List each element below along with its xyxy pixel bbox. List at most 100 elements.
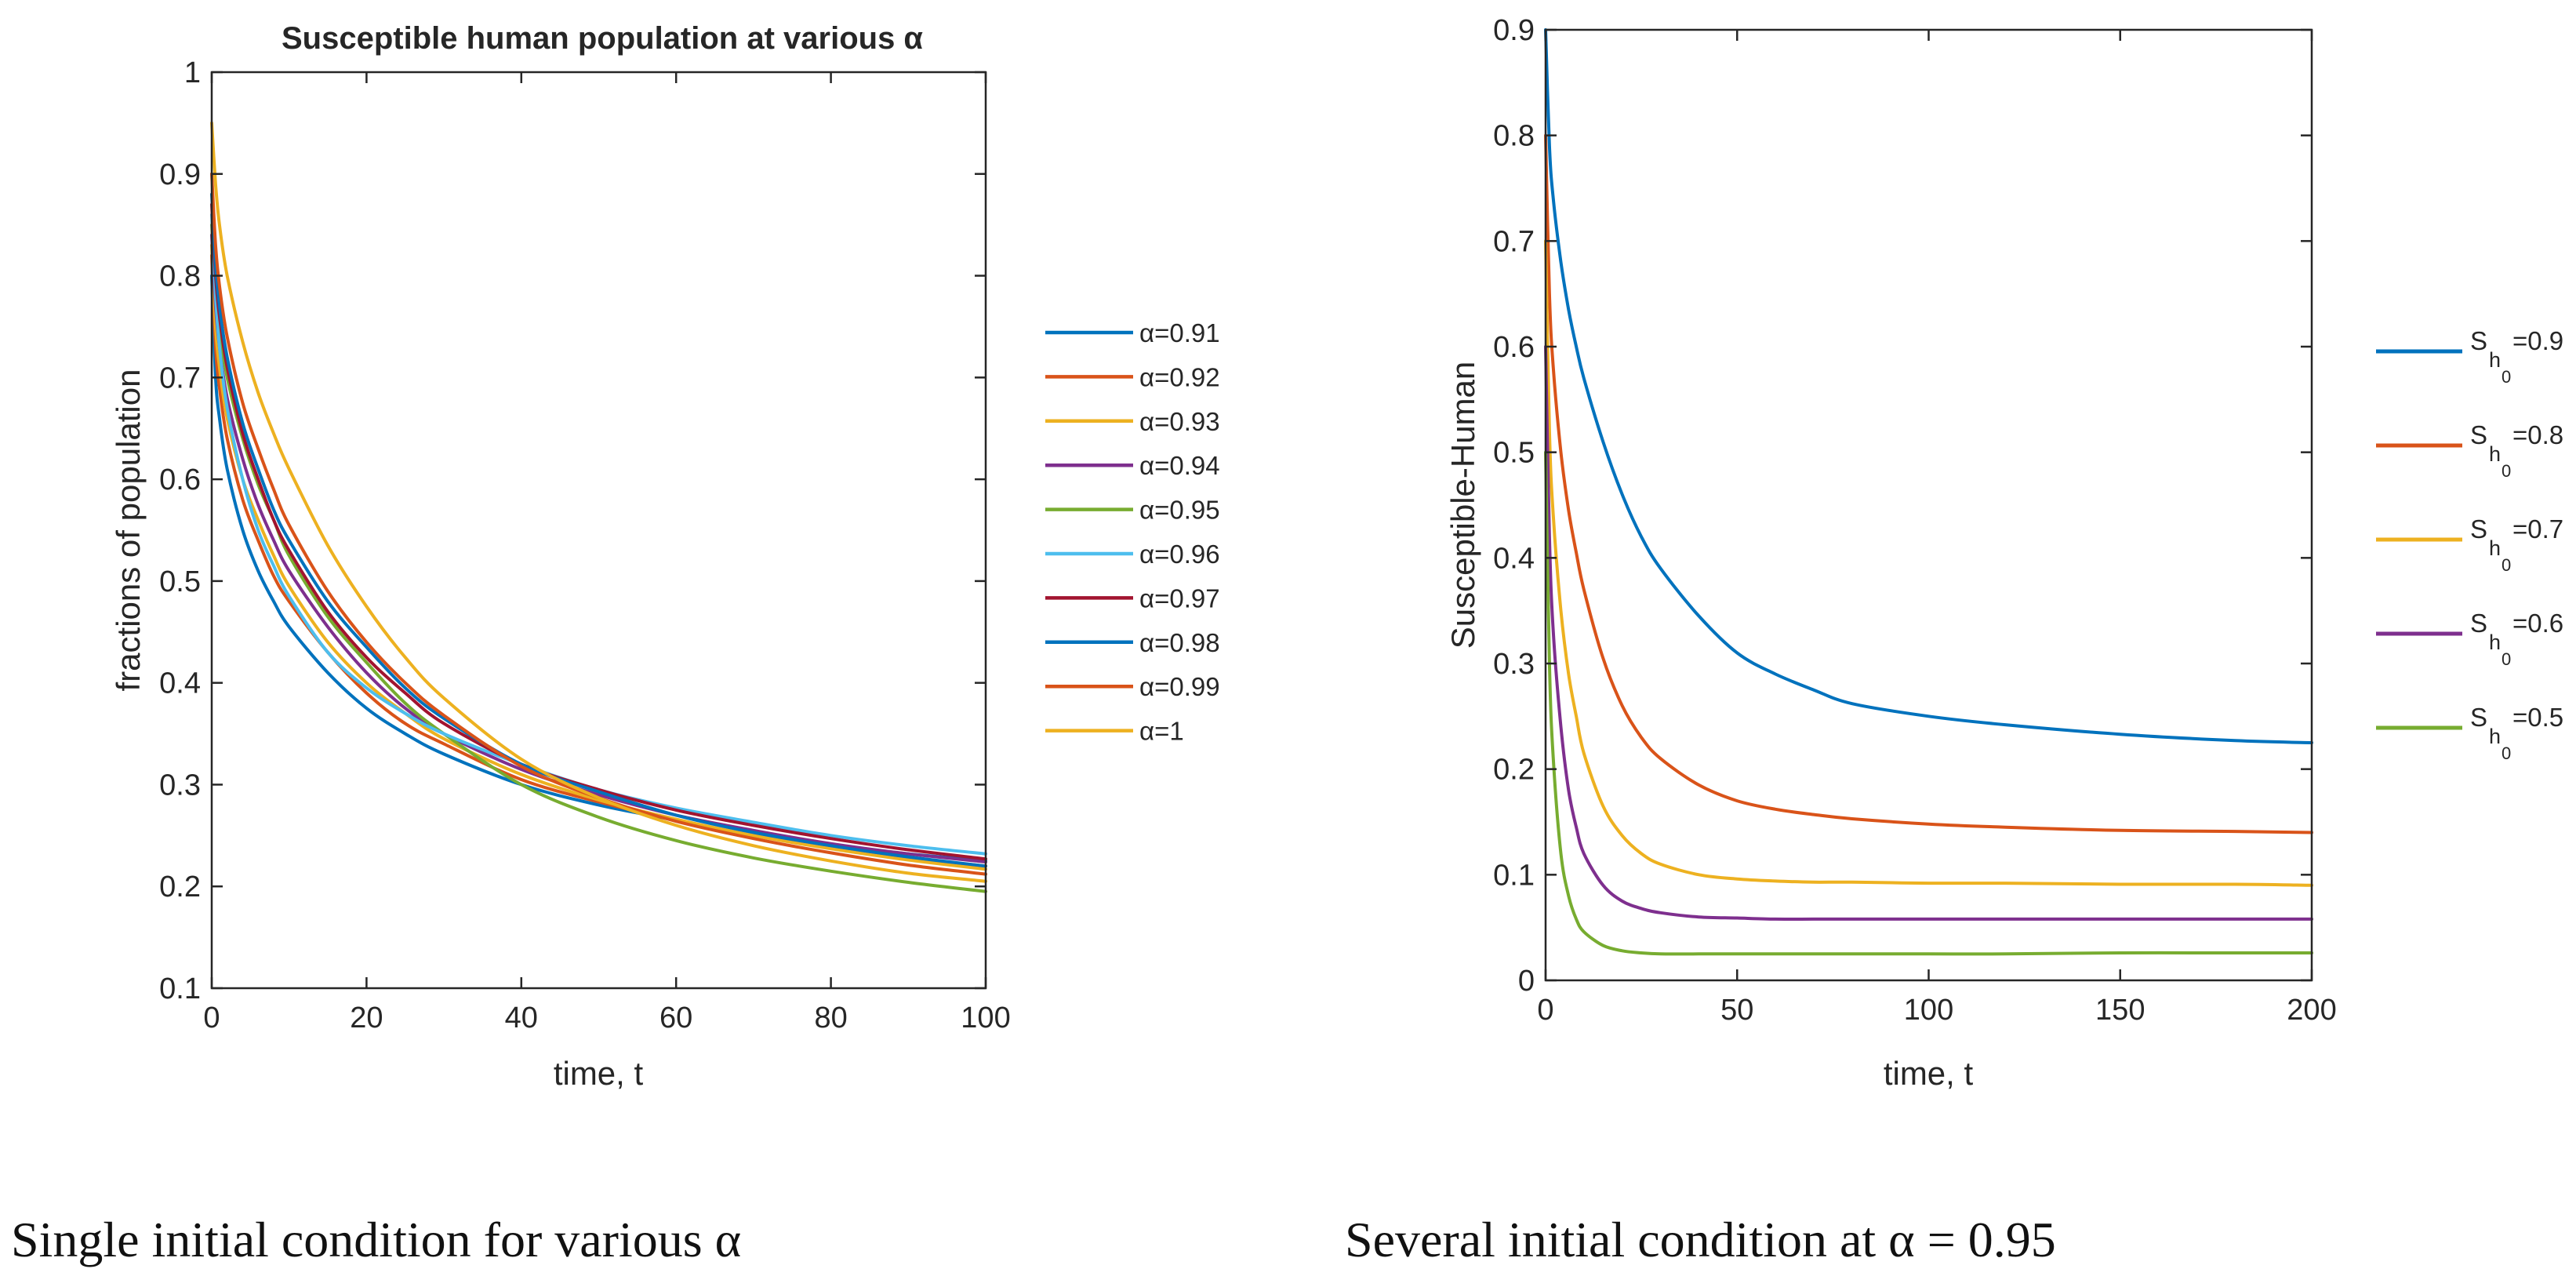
- chart-left-ytick-label: 0.5: [159, 565, 201, 598]
- chart-left: Susceptible human population at various …: [110, 21, 1220, 1092]
- chart-left-legend: α=0.91 α=0.92 α=0.93 α=0.94 α=0.95 α=0.96 α=0.…: [1045, 318, 1220, 746]
- chart-right-legend-label: S: [2470, 420, 2487, 449]
- chart-right-series-line-1: [1544, 28, 2313, 744]
- chart-right-ytick-label: 0.2: [1493, 754, 1535, 787]
- chart-right-xtick-label: 150: [2095, 994, 2145, 1027]
- chart-left-xtick-label: 100: [961, 1002, 1010, 1034]
- chart-right-ylabel: Susceptible-Human: [1444, 362, 1481, 649]
- chart-left-ytick-label: 0.1: [159, 973, 201, 1005]
- chart-left-legend-label: α=0.92: [1139, 362, 1220, 391]
- chart-right-series: [1544, 28, 2313, 956]
- chart-left-legend-label: α=0.93: [1139, 407, 1220, 436]
- chart-right-ticks: 0 50 100 150 200 0 0.1 0.2 0.3 0.4 0.5 0.6 0.7 0.8 0.9: [1493, 14, 2337, 1027]
- chart-left-xtick-label: 20: [350, 1002, 383, 1034]
- caption-left: Single initial condition for various α: [11, 1212, 741, 1267]
- chart-right-ytick-label: 0.8: [1493, 120, 1535, 153]
- chart-left-legend-label: α=0.98: [1139, 628, 1220, 657]
- chart-right-ytick-label: 0.5: [1493, 437, 1535, 470]
- chart-right-ytick-label: 0.3: [1493, 648, 1535, 681]
- chart-left-ylabel: fractions of population: [110, 369, 147, 692]
- chart-left-ytick-label: 0.7: [159, 362, 201, 394]
- chart-left-legend-label: α=0.95: [1139, 496, 1220, 525]
- chart-left-legend-item: α=0.91: [1045, 318, 1220, 347]
- chart-left-ytick-label: 0.3: [159, 769, 201, 802]
- chart-right-legend-item: Sh0=0.8: [2376, 420, 2563, 481]
- chart-right-legend-label: S: [2470, 514, 2487, 544]
- chart-left-ytick-label: 0.4: [159, 667, 201, 700]
- chart-left-ytick-label: 0.6: [159, 464, 201, 496]
- chart-right-legend-label: S: [2470, 326, 2487, 355]
- chart-left-xlabel: time, t: [554, 1055, 644, 1092]
- chart-left-legend-item: α=0.92: [1045, 362, 1220, 391]
- chart-right-legend-subsub: 0: [2502, 743, 2511, 763]
- chart-left-series: [210, 121, 987, 893]
- chart-right-legend-value: =0.5: [2512, 703, 2563, 732]
- caption-right: Several initial condition at α = 0.95: [1345, 1212, 2056, 1267]
- chart-right-xlabel: time, t: [1884, 1055, 1974, 1092]
- chart-left-legend-item: α=0.97: [1045, 584, 1220, 613]
- chart-right-legend-sub: h: [2489, 536, 2501, 560]
- chart-right-legend-value: =0.8: [2512, 420, 2563, 449]
- chart-right-legend-label: S: [2470, 609, 2487, 638]
- chart-left-legend-item: α=1: [1045, 717, 1184, 746]
- chart-left-xtick-label: 80: [814, 1002, 847, 1034]
- chart-right-legend-value: =0.7: [2512, 514, 2563, 544]
- chart-right-legend-sub: h: [2489, 631, 2501, 654]
- chart-right-ytick-label: 0.9: [1493, 14, 1535, 47]
- chart-right-series-line-4: [1544, 345, 2313, 921]
- chart-left-xtick-label: 40: [505, 1002, 538, 1034]
- chart-left-xtick-label: 60: [659, 1002, 692, 1034]
- chart-right: 0 50 100 150 200 0 0.1 0.2 0.3 0.4 0.5 0.6 0.7 0.8 0.9…: [1444, 14, 2563, 1092]
- chart-left-legend-label: α=1: [1139, 717, 1184, 746]
- chart-left-series-line-3: [210, 243, 987, 871]
- chart-left-legend-item: α=0.93: [1045, 407, 1220, 436]
- chart-right-legend-item: Sh0=0.6: [2376, 609, 2563, 669]
- chart-right-xtick-label: 0: [1537, 994, 1553, 1027]
- chart-left-series-line-5: [210, 223, 987, 893]
- chart-left-legend-item: α=0.96: [1045, 540, 1220, 569]
- chart-right-legend-sub: h: [2489, 442, 2501, 466]
- chart-left-legend-label: α=0.94: [1139, 451, 1220, 480]
- chart-right-xtick-label: 50: [1720, 994, 1753, 1027]
- chart-left-legend-item: α=0.99: [1045, 672, 1220, 701]
- chart-right-legend-subsub: 0: [2502, 367, 2511, 387]
- chart-right-series-line-2: [1544, 133, 2313, 834]
- chart-right-series-line-5: [1544, 450, 2313, 956]
- chart-right-legend-value: =0.6: [2512, 609, 2563, 638]
- chart-left-ytick-label: 0.9: [159, 158, 201, 191]
- chart-left-legend-label: α=0.96: [1139, 540, 1220, 569]
- chart-left-ticks: 0 20 40 60 80 100 0.1 0.2 0.3 0.4 0.5 0.6 0.7 0.8 0.9 1: [159, 56, 1011, 1034]
- chart-left-legend-item: α=0.94: [1045, 451, 1220, 480]
- chart-left-legend-item: α=0.98: [1045, 628, 1220, 657]
- chart-left-title: Susceptible human population at various …: [282, 21, 923, 56]
- chart-right-plot-frame: [1544, 28, 2313, 982]
- chart-right-legend-subsub: 0: [2502, 649, 2511, 669]
- chart-right-legend-item: Sh0=0.7: [2376, 514, 2563, 575]
- chart-left-plot-frame: [210, 71, 987, 990]
- chart-right-xtick-label: 200: [2287, 994, 2336, 1027]
- chart-right-legend-label: S: [2470, 703, 2487, 732]
- chart-right-legend-value: =0.9: [2512, 326, 2563, 355]
- chart-right-ytick-label: 0.1: [1493, 859, 1535, 892]
- chart-right-legend-sub: h: [2489, 348, 2501, 372]
- chart-right-legend-item: Sh0=0.9: [2376, 326, 2563, 387]
- chart-right-legend-sub: h: [2489, 725, 2501, 748]
- chart-right-legend-subsub: 0: [2502, 555, 2511, 575]
- chart-left-series-line-8: [210, 192, 987, 868]
- chart-right-legend-subsub: 0: [2502, 461, 2511, 481]
- chart-left-legend-item: α=0.95: [1045, 496, 1220, 525]
- chart-left-legend-label: α=0.97: [1139, 584, 1220, 613]
- chart-left-series-line-9: [210, 172, 987, 876]
- chart-right-ytick-label: 0: [1518, 965, 1535, 998]
- chart-right-ytick-label: 0.7: [1493, 225, 1535, 258]
- chart-left-ytick-label: 1: [184, 56, 201, 89]
- chart-right-xtick-label: 100: [1904, 994, 1953, 1027]
- chart-left-series-line-4: [210, 233, 987, 864]
- chart-left-xtick-label: 0: [203, 1002, 220, 1034]
- chart-right-ytick-label: 0.4: [1493, 542, 1535, 575]
- chart-left-series-line-6: [210, 213, 987, 856]
- chart-left-ytick-label: 0.8: [159, 260, 201, 293]
